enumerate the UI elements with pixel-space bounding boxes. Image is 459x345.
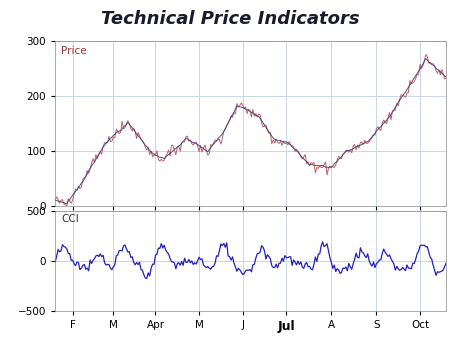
Text: Price: Price [61, 46, 86, 56]
Text: CCI: CCI [61, 214, 78, 224]
Text: Technical Price Indicators: Technical Price Indicators [101, 10, 358, 28]
